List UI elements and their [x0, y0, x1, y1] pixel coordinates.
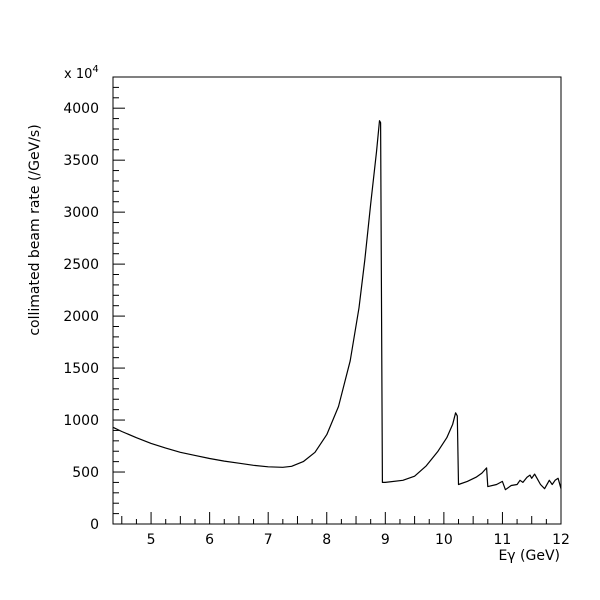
y-tick-label: 4000 — [63, 101, 99, 117]
y-tick-label: 1000 — [63, 413, 99, 429]
x-axis: 5 6 7 8 9 10 11 12 — [121, 512, 570, 548]
y-tick-label: 0 — [90, 517, 99, 533]
x-tick-label: 7 — [264, 532, 273, 548]
x-tick-label: 11 — [494, 532, 512, 548]
x-tick-label: 8 — [322, 532, 331, 548]
x-tick-label: 12 — [552, 532, 570, 548]
y-axis-label: collimated beam rate (/GeV/s) — [27, 124, 43, 335]
x-tick-label: 10 — [435, 532, 453, 548]
x-tick-label: 5 — [147, 532, 156, 548]
y-tick-label: 3000 — [63, 205, 99, 221]
y-multiplier-base: x 10 — [64, 67, 92, 82]
x-axis-label: Eγ (GeV) — [498, 548, 560, 564]
y-tick-label: 500 — [72, 465, 99, 481]
y-multiplier-exponent: 4 — [92, 64, 98, 75]
plot-frame — [112, 76, 562, 525]
series-group — [112, 120, 562, 491]
y-axis: 0 500 1000 1500 2000 2500 3000 3500 4000 — [63, 76, 125, 533]
y-multiplier-label: x 104 — [64, 64, 99, 82]
y-tick-label: 3500 — [63, 153, 99, 169]
y-tick-label: 2000 — [63, 309, 99, 325]
y-tick-label: 1500 — [63, 361, 99, 377]
x-tick-label: 6 — [205, 532, 214, 548]
x-tick-label: 9 — [381, 532, 390, 548]
y-tick-label: 2500 — [63, 257, 99, 273]
series-line — [112, 120, 562, 491]
